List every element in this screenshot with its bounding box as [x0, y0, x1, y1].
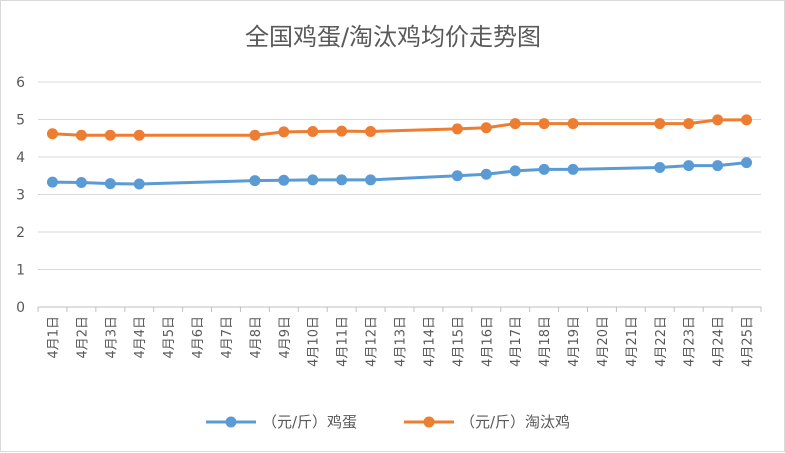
x-tick-label: 4月14日	[422, 316, 437, 367]
y-tick-label: 5	[16, 113, 25, 129]
data-point	[104, 178, 116, 190]
data-point	[567, 163, 579, 175]
data-point	[307, 174, 319, 186]
x-tick-label: 4月11日	[336, 316, 351, 367]
y-tick-label: 6	[16, 75, 25, 91]
x-tick-label: 4月20日	[596, 316, 611, 367]
legend-swatch-marker	[423, 416, 435, 428]
y-tick-label: 0	[16, 300, 25, 316]
series-line-1	[50, 118, 749, 137]
data-point	[538, 163, 550, 175]
data-point	[509, 118, 521, 130]
x-tick-label: 4月25日	[741, 316, 756, 367]
data-point	[712, 114, 724, 126]
x-tick-label: 4月13日	[394, 316, 409, 367]
data-point	[451, 170, 463, 182]
data-point	[133, 178, 145, 190]
y-tick-label: 4	[16, 150, 25, 166]
x-tick-label: 4月9日	[278, 316, 293, 359]
legend-label: （元/斤）鸡蛋	[262, 413, 357, 431]
x-tick-label: 4月16日	[480, 316, 495, 367]
x-tick-label: 4月17日	[509, 316, 524, 367]
x-tick-label: 4月4日	[133, 316, 148, 359]
y-tick-label: 3	[16, 188, 25, 204]
gridlines	[38, 81, 761, 270]
data-point	[336, 125, 348, 137]
data-point	[365, 174, 377, 186]
x-tick-label: 4月21日	[625, 316, 640, 367]
data-point	[712, 160, 724, 172]
x-tick-label: 4月1日	[46, 316, 61, 359]
data-point	[741, 157, 753, 169]
data-point	[567, 118, 579, 130]
data-point	[509, 165, 521, 177]
x-tick-label: 4月2日	[75, 316, 90, 359]
data-point	[654, 162, 666, 173]
data-point	[133, 129, 145, 141]
data-point	[307, 126, 319, 137]
data-point	[451, 123, 463, 135]
x-tick-label: 4月19日	[567, 316, 582, 367]
data-point	[75, 177, 87, 188]
data-point	[278, 126, 290, 138]
data-point	[480, 168, 492, 180]
data-point	[75, 129, 87, 141]
series-lines	[46, 114, 753, 190]
axes: 0 1 2 3 4 5 6 4月1日 4月2日 4月3日 4月4日 4月5日 4月6日 4月7日 4月8日 4…	[16, 75, 762, 367]
data-point	[654, 118, 666, 130]
x-tick-label: 4月3日	[104, 316, 119, 359]
data-point	[46, 128, 58, 140]
legend-label: （元/斤）淘汰鸡	[460, 413, 570, 431]
x-tick-label: 4月5日	[162, 316, 177, 359]
data-point	[104, 129, 116, 141]
x-tick-label: 4月24日	[712, 316, 727, 367]
x-tick-label: 4月18日	[538, 316, 553, 367]
y-tick-label: 2	[16, 225, 25, 241]
x-tick-label: 4月23日	[683, 316, 698, 367]
data-point	[278, 174, 290, 186]
x-tick-label: 4月7日	[220, 316, 235, 359]
data-point	[683, 118, 695, 130]
series-line-0	[50, 161, 749, 186]
x-tick-label: 4月6日	[191, 316, 206, 359]
legend-swatch-marker	[225, 416, 237, 428]
legend: （元/斤）鸡蛋 （元/斤）淘汰鸡	[206, 413, 570, 431]
data-point	[365, 126, 377, 137]
x-tick-label: 4月10日	[307, 316, 322, 367]
data-point	[741, 114, 753, 126]
x-tick-label: 4月12日	[365, 316, 380, 367]
data-point	[336, 174, 348, 186]
data-point	[249, 129, 261, 141]
chart-title: 全国鸡蛋/淘汰鸡均价走势图	[245, 23, 541, 51]
y-tick-label: 1	[16, 263, 25, 279]
x-tick-label: 4月22日	[654, 316, 669, 367]
data-point	[683, 160, 695, 172]
x-tick-label: 4月15日	[451, 316, 466, 367]
data-point	[46, 176, 58, 188]
data-point	[480, 122, 492, 134]
x-tick-label: 4月8日	[249, 316, 264, 359]
data-point	[249, 175, 261, 187]
data-point	[538, 118, 550, 130]
